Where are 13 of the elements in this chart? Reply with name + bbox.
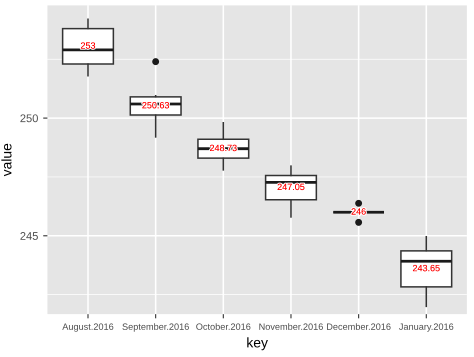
annotation: 253 bbox=[80, 42, 96, 49]
y-tick-label: 250 bbox=[20, 114, 38, 122]
x-tick-label: August.2016 bbox=[62, 323, 114, 332]
y-axis-title: value bbox=[1, 144, 12, 176]
x-tick-label: December.2016 bbox=[327, 323, 391, 330]
x-tick-label: November.2016 bbox=[259, 323, 323, 330]
x-axis-title: key bbox=[247, 337, 268, 350]
x-tick-label: October.2016 bbox=[196, 323, 250, 330]
annotation: 243.65 bbox=[412, 264, 440, 272]
annotation: 247.05 bbox=[278, 184, 304, 190]
y-tick-label: 245 bbox=[20, 232, 38, 240]
x-tick-label: September.2016 bbox=[122, 323, 189, 332]
x-tick-label: January.2016 bbox=[399, 323, 454, 332]
